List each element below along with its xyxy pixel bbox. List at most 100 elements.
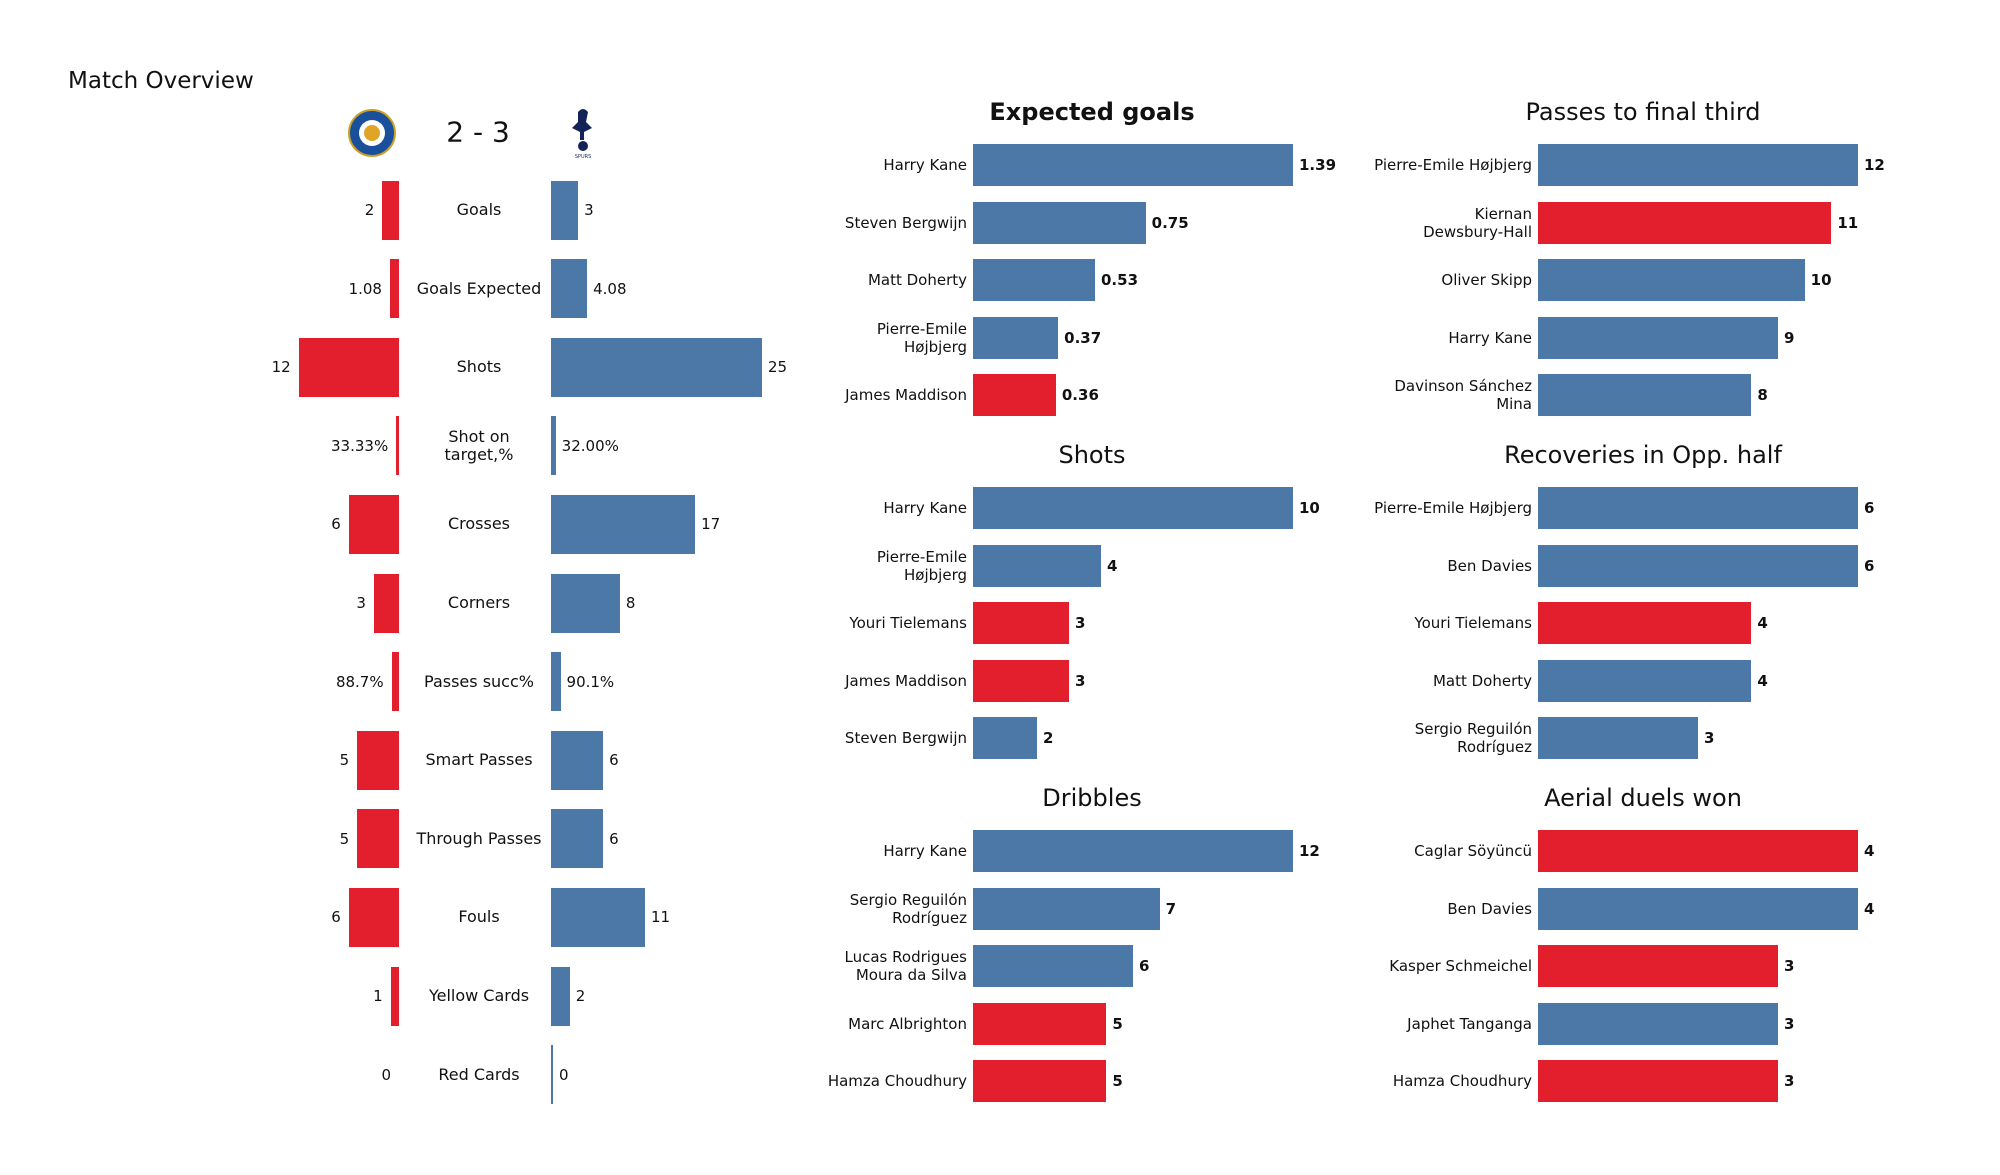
category-label: Kiernan Dewsbury-Hall xyxy=(1423,204,1532,241)
value-label: 3 xyxy=(356,594,366,612)
category-label: Hamza Choudhury xyxy=(827,1072,967,1090)
bar xyxy=(551,730,604,790)
value-label: 0.53 xyxy=(1101,271,1139,289)
bar xyxy=(382,180,399,240)
value-label: 1.08 xyxy=(348,279,382,298)
bar xyxy=(298,337,399,397)
category-label: Harry Kane xyxy=(883,499,967,517)
category-label: Pierre-Emile Højbjerg xyxy=(1374,499,1532,517)
value-label: 3 xyxy=(1075,614,1086,632)
bar xyxy=(973,259,1095,301)
category-label: Caglar Söyüncü xyxy=(1414,842,1532,860)
bar xyxy=(551,180,579,240)
panel-title: Aerial duels won xyxy=(1544,784,1742,812)
value-label: 9 xyxy=(1784,328,1795,347)
bar xyxy=(551,809,604,869)
category-label: Lucas Rodrigues Moura da Silva xyxy=(844,948,967,984)
bar xyxy=(551,494,696,554)
value-label: 6 xyxy=(609,751,619,770)
category-label: Pierre-Emile Højbjerg xyxy=(876,319,967,356)
value-label: 0 xyxy=(381,1065,391,1084)
bar xyxy=(551,259,588,319)
value-label: 4 xyxy=(1757,671,1768,690)
category-label: Goals xyxy=(456,200,502,219)
bar xyxy=(973,201,1146,244)
category-label: Red Cards xyxy=(438,1064,520,1084)
bar xyxy=(1538,374,1752,416)
value-label: 2 xyxy=(1043,729,1054,747)
value-label: 11 xyxy=(650,908,671,927)
value-label: 32.00% xyxy=(561,436,619,455)
value-label: 6 xyxy=(331,908,341,927)
bar xyxy=(348,494,399,554)
value-label: 3 xyxy=(1784,1014,1795,1033)
category-label: Shots xyxy=(456,357,502,377)
bar xyxy=(973,544,1101,587)
value-label: 5 xyxy=(1112,1072,1123,1090)
bar xyxy=(973,602,1069,644)
category-label: Steven Bergwijn xyxy=(844,729,967,747)
category-label: Harry Kane xyxy=(1448,328,1532,347)
bar xyxy=(357,730,399,790)
category-label: Passes succ% xyxy=(424,671,534,691)
bar xyxy=(1538,487,1858,529)
value-label: 8 xyxy=(1757,386,1768,404)
category-label: Youri Tielemans xyxy=(1414,614,1532,632)
category-label: Crosses xyxy=(447,514,511,534)
value-label: 3 xyxy=(584,201,594,219)
category-label: Pierre-Emile Højbjerg xyxy=(1374,156,1532,174)
value-label: 0.37 xyxy=(1064,328,1102,347)
value-label: 0 xyxy=(559,1065,569,1084)
category-label: Kasper Schmeichel xyxy=(1389,957,1532,975)
category-label: Japhet Tanganga xyxy=(1407,1014,1532,1033)
panel-title: Recoveries in Opp. half xyxy=(1504,441,1782,469)
value-label: 6 xyxy=(1139,957,1150,975)
bar xyxy=(973,1002,1107,1045)
value-label: 12 xyxy=(1864,156,1885,174)
bar xyxy=(1538,717,1698,759)
bar xyxy=(973,1060,1107,1102)
value-label: 2 xyxy=(575,987,586,1005)
value-label: 8 xyxy=(625,594,636,612)
bar xyxy=(1538,544,1858,587)
value-label: 1.39 xyxy=(1299,156,1337,174)
category-label: James Maddison xyxy=(845,386,967,404)
category-label: James Maddison xyxy=(845,671,967,690)
value-label: 4 xyxy=(1864,899,1875,918)
value-label: 10 xyxy=(1299,499,1320,517)
value-label: 2 xyxy=(364,201,375,219)
value-label: 4 xyxy=(1864,842,1875,860)
category-label: Goals Expected xyxy=(416,278,542,298)
category-label: Shot on target,% xyxy=(444,426,514,464)
value-label: 3 xyxy=(1704,729,1715,747)
category-label: Steven Bergwijn xyxy=(844,213,967,232)
page-title: Match Overview xyxy=(68,68,254,94)
category-label: Oliver Skipp xyxy=(1441,271,1532,289)
bar xyxy=(391,652,399,712)
value-label: 4 xyxy=(1107,556,1118,575)
value-label: 17 xyxy=(701,515,721,534)
bar xyxy=(1538,201,1832,244)
category-label: Youri Tielemans xyxy=(849,614,967,632)
bar xyxy=(973,717,1037,759)
panel-title: Expected goals xyxy=(989,98,1195,126)
category-label: Matt Doherty xyxy=(1432,671,1532,690)
value-label: 25 xyxy=(768,358,788,377)
panel-title: Shots xyxy=(1058,441,1126,469)
value-label: 5 xyxy=(1112,1014,1123,1033)
value-label: 0.36 xyxy=(1061,386,1099,404)
bar xyxy=(551,337,762,397)
value-label: 5 xyxy=(339,751,350,770)
value-label: 12 xyxy=(1299,842,1320,860)
bar xyxy=(973,374,1056,416)
category-label: Matt Doherty xyxy=(867,271,967,289)
bar xyxy=(973,487,1293,529)
bar xyxy=(1538,144,1858,186)
home-logo xyxy=(348,109,396,157)
category-label: Corners xyxy=(447,593,511,612)
value-label: 6 xyxy=(1864,499,1875,517)
bar xyxy=(1538,259,1805,301)
value-label: 6 xyxy=(609,829,619,848)
value-label: 33.33% xyxy=(331,436,389,455)
